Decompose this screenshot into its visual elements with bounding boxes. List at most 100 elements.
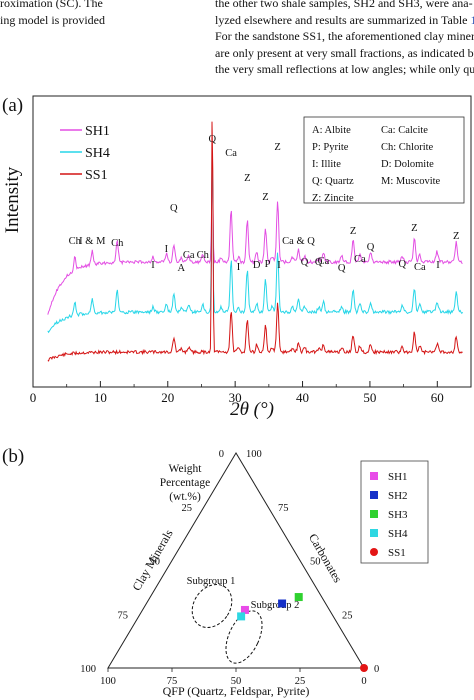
subgroup-1-label: Subgroup 1 [187,576,236,587]
x-tick-label: 60 [431,390,444,405]
carbonates-tick-label: 50 [310,557,321,568]
x-tick-label: 10 [94,390,107,405]
peak-label: Z [350,226,356,237]
qfp-tick-label: 100 [100,676,116,687]
peak-label: P [265,259,271,270]
qfp-axis-label: QFP (Quartz, Feldspar, Pyrite) [163,684,310,698]
peak-label: Q [315,257,323,268]
weight-label-line: (wt.%) [169,491,201,503]
peak-label: I [151,260,155,271]
carbonates-tick-label: 75 [278,503,289,514]
series-line-ss1 [47,121,463,362]
legend-label-ss1: SS1 [388,547,406,559]
point-sh3 [294,593,303,602]
carbonates-tick-label: 100 [246,449,262,460]
legend-label-sh2: SH2 [388,490,408,502]
series-traces [47,121,464,362]
weight-label-line: Weight [169,463,203,475]
legend-marker-ss1 [370,548,378,556]
xrd-chart: (a) Intensity 2θ (°) 0 10 20 30 40 50 60 ChI &… [2,95,472,420]
x-tick-label: 30 [229,390,242,405]
peak-label: Q [208,134,216,145]
text-line: ing model is provided [0,12,105,27]
peak-label: I [237,262,241,273]
peak-label: Z [262,192,268,203]
peak-label: Q [398,259,406,270]
series-line-sh1 [47,173,463,315]
series-legend: SH1 SH4 SS1 [60,124,110,183]
point-sh1 [240,605,249,614]
phase-legend: A: Albite Ca: Calcite P: Pyrite Ch: Chlorit… [303,116,465,204]
subgroup-1-ellipse [191,584,233,628]
x-tick-label: 40 [296,390,309,405]
text-line: For the sandstone SS1, the aforementione… [215,29,474,43]
phase-legend-entry: Ca: Calcite [381,125,428,136]
text-line: roximation (SC). The [0,0,103,10]
ternary-points [237,593,368,672]
peak-label: A [177,263,185,274]
peak-label: Z [453,231,459,242]
weight-label-line: Percentage [160,477,210,489]
legend-marker-sh3 [370,510,378,518]
panel-label-a: (a) [2,95,23,116]
legend-marker-sh1 [370,472,378,480]
peak-label: D [253,260,261,271]
x-axis-label: 2θ (°) [230,399,274,420]
phase-legend-entry: D: Dolomite [381,159,434,170]
legend-label-sh4: SH4 [85,146,110,161]
peak-label: Ca & Q [282,236,315,247]
phase-legend-entry: Z: Zincite [312,193,354,204]
x-tick-label: 50 [363,390,376,405]
point-sh4 [237,612,246,621]
legend-label-sh1: SH1 [388,471,408,483]
clay-tick-label: 75 [118,610,129,621]
text-line: the other two shale samples, SH2 and SH3… [215,0,473,10]
peak-label: Ca [318,256,330,267]
peak-label: Ch [197,250,210,261]
phase-legend-entry: Ch: Chlorite [381,142,434,153]
clay-tick-label: 50 [150,557,161,568]
phase-legend-entry: Q: Quartz [312,176,354,187]
peak-label: Ch [69,236,82,247]
panel-label-b: (b) [2,446,24,467]
peak-label: Ca [414,262,426,273]
point-ss1 [360,664,368,672]
clay-tick-label: 100 [80,664,96,675]
peak-label: Ch [111,238,124,249]
peak-label: I [165,244,169,255]
qfp-tick-label: 75 [167,676,178,687]
peak-label: I & M [79,236,106,247]
peak-label: Q [367,242,375,253]
text-line: are only present at very small fractions… [215,45,474,60]
left-column-text: roximation (SC). The ing model is provid… [0,0,105,28]
subgroup-2-label: Subgroup 2 [251,600,300,611]
plot-frame [32,95,472,388]
right-column-text: the other two shale samples, SH2 and SH3… [215,0,474,78]
y-axis-label: Intensity [2,166,23,233]
phase-legend-entry: P: Pyrite [312,142,349,153]
peak-label: I [277,260,281,271]
legend-label-sh3: SH3 [388,509,408,521]
clay-tick-label: 25 [182,503,193,514]
peak-label: Ca [225,148,237,159]
subgroup-2-ellipse [225,610,263,664]
peak-label: Q [301,257,309,268]
phase-legend-entry: M: Muscovite [381,176,441,187]
peak-label: Q [338,263,346,274]
legend-label-sh1: SH1 [85,124,110,139]
clay-tick-label: 0 [219,449,224,460]
phase-legend-entry: I: Illite [312,159,341,170]
phase-legend-box [303,116,465,204]
text-line: the very small reflections at low angles… [215,62,474,76]
x-tick-label: 20 [161,390,174,405]
legend-label-sh4: SH4 [388,528,408,540]
legend-marker-sh2 [370,491,378,499]
table-reference-link[interactable]: 1 [470,12,474,27]
ternary-legend: SH1 SH2 SH3 SH4 SS1 [360,460,429,564]
qfp-tick-label: 25 [295,676,306,687]
text-line: lyzed elsewhere and results are summariz… [215,12,474,29]
peak-label: Q [170,203,178,214]
point-sh2 [278,599,287,608]
